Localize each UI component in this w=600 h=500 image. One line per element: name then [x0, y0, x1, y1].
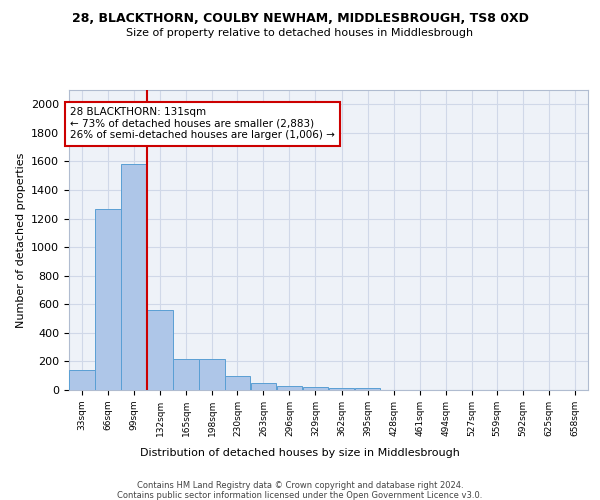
Bar — [224, 376, 250, 390]
Text: Contains public sector information licensed under the Open Government Licence v3: Contains public sector information licen… — [118, 491, 482, 500]
Bar — [355, 388, 380, 390]
Bar — [148, 310, 173, 390]
Bar — [251, 383, 276, 390]
Bar — [121, 164, 147, 390]
Bar — [173, 358, 199, 390]
Y-axis label: Number of detached properties: Number of detached properties — [16, 152, 26, 328]
Text: Distribution of detached houses by size in Middlesbrough: Distribution of detached houses by size … — [140, 448, 460, 458]
Text: 28, BLACKTHORN, COULBY NEWHAM, MIDDLESBROUGH, TS8 0XD: 28, BLACKTHORN, COULBY NEWHAM, MIDDLESBR… — [71, 12, 529, 26]
Text: 28 BLACKTHORN: 131sqm
← 73% of detached houses are smaller (2,883)
26% of semi-d: 28 BLACKTHORN: 131sqm ← 73% of detached … — [70, 107, 335, 140]
Text: Size of property relative to detached houses in Middlesbrough: Size of property relative to detached ho… — [127, 28, 473, 38]
Bar — [70, 370, 95, 390]
Text: Contains HM Land Registry data © Crown copyright and database right 2024.: Contains HM Land Registry data © Crown c… — [137, 481, 463, 490]
Bar — [277, 386, 302, 390]
Bar — [95, 208, 121, 390]
Bar — [329, 388, 354, 390]
Bar — [199, 358, 225, 390]
Bar — [303, 387, 328, 390]
